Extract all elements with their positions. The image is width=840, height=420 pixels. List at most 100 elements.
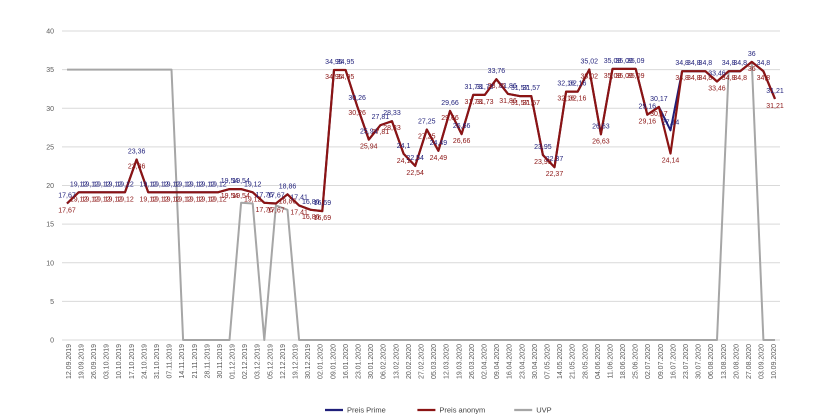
data-label: 19,12 [93, 196, 111, 203]
legend-label: Preis anonym [439, 406, 485, 415]
data-label: 35,02 [581, 73, 599, 80]
x-tick-label: 17.10.2019 [129, 344, 136, 379]
x-tick-label: 19.09.2019 [78, 344, 85, 379]
x-tick-label: 06.02.2020 [381, 344, 388, 379]
x-tick-label: 09.07.2020 [658, 344, 665, 379]
data-label: 27,25 [418, 133, 436, 140]
data-label: 36 [748, 51, 756, 58]
data-label: 34,8 [757, 75, 771, 82]
x-tick-label: 02.04.2020 [481, 344, 488, 379]
data-label: 26,63 [592, 138, 610, 145]
data-label: 24,1 [397, 158, 411, 165]
data-label: 16,86 [302, 199, 320, 206]
data-label: 17,41 [290, 210, 308, 217]
data-label: 17,67 [58, 207, 76, 214]
data-label: 19,12 [198, 181, 216, 188]
y-tick-label: 35 [46, 67, 54, 74]
data-label: 16,69 [314, 200, 332, 207]
data-label: 19,54 [221, 178, 239, 185]
data-label: 19,12 [163, 196, 181, 203]
data-label: 19,12 [81, 196, 99, 203]
data-label: 35,09 [615, 73, 633, 80]
data-label: 32,16 [557, 81, 575, 88]
data-label: 33,46 [708, 71, 726, 78]
data-label: 33,46 [708, 86, 726, 93]
x-tick-label: 20.02.2020 [406, 344, 413, 379]
data-label: 35,09 [627, 73, 645, 80]
data-label: 19,12 [174, 196, 192, 203]
x-tick-label: 05.12.2019 [267, 344, 274, 379]
x-tick-label: 06.08.2020 [708, 344, 715, 379]
data-label: 27,81 [372, 114, 390, 121]
x-tick-label: 23.04.2020 [519, 344, 526, 379]
x-tick-label: 23.01.2020 [356, 344, 363, 379]
data-label: 23,36 [128, 149, 146, 156]
data-label: 31,73 [464, 99, 482, 106]
x-tick-label: 13.02.2020 [393, 344, 400, 379]
x-tick-label: 19.03.2020 [456, 344, 463, 379]
y-tick-label: 20 [46, 183, 54, 190]
series-line-uvp [67, 60, 775, 341]
x-axis-tick-labels: 12.09.2019 19.09.2019 26.09.2019 03.10.2019… [66, 344, 778, 379]
data-label: 19,12 [116, 196, 134, 203]
x-tick-label: 13.08.2020 [721, 344, 728, 379]
data-label: 19,12 [244, 196, 262, 203]
data-label: 16,86 [302, 214, 320, 221]
x-tick-label: 07.11.2019 [167, 344, 174, 379]
y-tick-label: 15 [46, 222, 54, 229]
data-label: 24,14 [662, 158, 680, 165]
x-tick-label: 16.07.2020 [670, 344, 677, 379]
data-label: 22,54 [406, 170, 424, 177]
data-label: 19,12 [151, 181, 169, 188]
data-label: 36 [748, 66, 756, 73]
data-label: 29,66 [441, 100, 459, 107]
data-label: 19,12 [151, 196, 169, 203]
x-tick-label: 05.03.2020 [431, 344, 438, 379]
data-label: 19,12 [198, 196, 216, 203]
data-label: 19,12 [174, 181, 192, 188]
x-tick-label: 30.01.2020 [368, 344, 375, 379]
data-label: 25,94 [360, 144, 378, 151]
y-tick-label: 10 [46, 260, 54, 267]
data-label: 19,12 [163, 181, 181, 188]
data-label: 31,86 [499, 83, 517, 90]
data-label: 34,8 [757, 60, 771, 67]
data-label: 24,49 [430, 155, 448, 162]
data-label: 19,12 [209, 181, 227, 188]
data-label: 31,57 [522, 85, 540, 92]
x-tick-label: 03.12.2019 [255, 344, 262, 379]
data-label: 30,26 [348, 95, 366, 102]
data-label: 30,17 [650, 111, 668, 118]
x-tick-label: 23.07.2020 [683, 344, 690, 379]
data-label: 27,81 [372, 129, 390, 136]
x-tick-label: 09.04.2020 [494, 344, 501, 379]
data-label: 34,8 [699, 75, 713, 82]
series-line-preis-anonym [66, 60, 777, 213]
y-axis-tick-labels: 0 5 10 15 20 25 30 35 40 [46, 29, 54, 345]
data-label: 31,57 [522, 100, 540, 107]
data-label: 19,54 [221, 193, 239, 200]
x-tick-label: 30.11.2019 [217, 344, 224, 379]
data-label: 19,12 [244, 181, 262, 188]
data-label: 23,95 [534, 144, 552, 151]
x-tick-label: 20.08.2020 [733, 344, 740, 379]
data-label: 19,12 [139, 181, 157, 188]
data-label: 33,76 [488, 68, 506, 75]
x-tick-label: 24.10.2019 [141, 344, 148, 379]
data-label: 26,66 [453, 123, 471, 130]
data-label: 34,95 [337, 74, 355, 81]
data-label: 17,67 [58, 192, 76, 199]
x-tick-label: 16.04.2020 [507, 344, 514, 379]
data-label: 31,73 [476, 99, 494, 106]
chart-data-labels: 17,6719,1219,1219,1219,1219,1223,3619,12… [58, 51, 784, 222]
data-label: 19,12 [81, 181, 99, 188]
data-label: 34,8 [722, 75, 736, 82]
y-tick-label: 40 [46, 29, 54, 36]
x-tick-label: 10.09.2020 [771, 344, 778, 379]
data-label: 29,16 [639, 119, 657, 126]
data-label: 34,8 [722, 60, 736, 67]
data-label: 18,86 [279, 198, 297, 205]
data-label: 28,33 [383, 125, 401, 132]
data-label: 34,8 [733, 75, 747, 82]
